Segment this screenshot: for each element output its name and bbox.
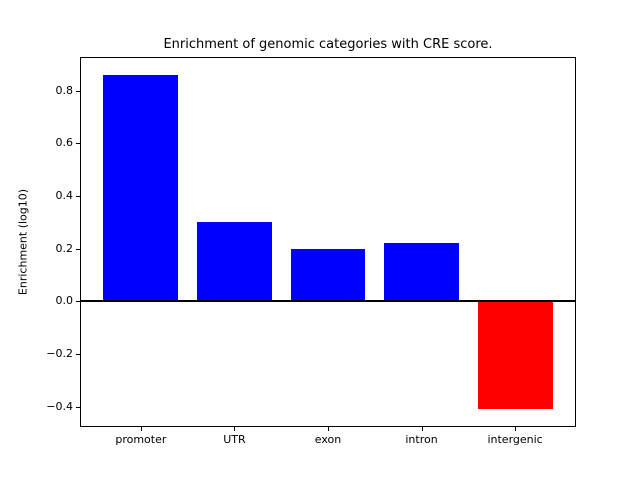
x-tick-label-exon: exon [314, 433, 342, 446]
y-tick-label: −0.4 [46, 399, 73, 413]
x-tick-label-promoter: promoter [115, 433, 167, 446]
y-tick-label: −0.2 [46, 346, 73, 360]
bar-promoter [103, 74, 179, 302]
y-tick [76, 406, 80, 408]
chart-title: Enrichment of genomic categories with CR… [163, 37, 493, 52]
y-tick [76, 195, 80, 197]
x-tick-label-intergenic: intergenic [487, 433, 543, 446]
y-tick-label: 0.2 [55, 241, 74, 255]
bar-UTR [197, 222, 272, 302]
x-tick-exon [328, 427, 329, 431]
bar-intron [384, 243, 459, 302]
x-tick-promoter [140, 427, 142, 431]
x-tick-UTR [234, 427, 236, 431]
bar-exon [290, 248, 366, 302]
bar-intergenic [477, 301, 553, 410]
y-tick [76, 301, 80, 303]
y-tick-label: 0.0 [55, 294, 74, 308]
y-tick [76, 248, 80, 250]
zero-line [81, 300, 575, 303]
y-tick-label: 0.8 [55, 83, 74, 97]
plot-area [80, 57, 576, 427]
y-tick [76, 143, 80, 145]
y-tick [76, 90, 80, 92]
x-tick-label-intron: intron [405, 433, 438, 446]
y-tick-label: 0.4 [55, 188, 74, 202]
x-tick-intergenic [515, 427, 517, 431]
y-tick-label: 0.6 [55, 136, 74, 150]
x-tick-intron [421, 427, 423, 431]
y-tick [76, 353, 80, 355]
x-tick-label-UTR: UTR [223, 433, 246, 446]
